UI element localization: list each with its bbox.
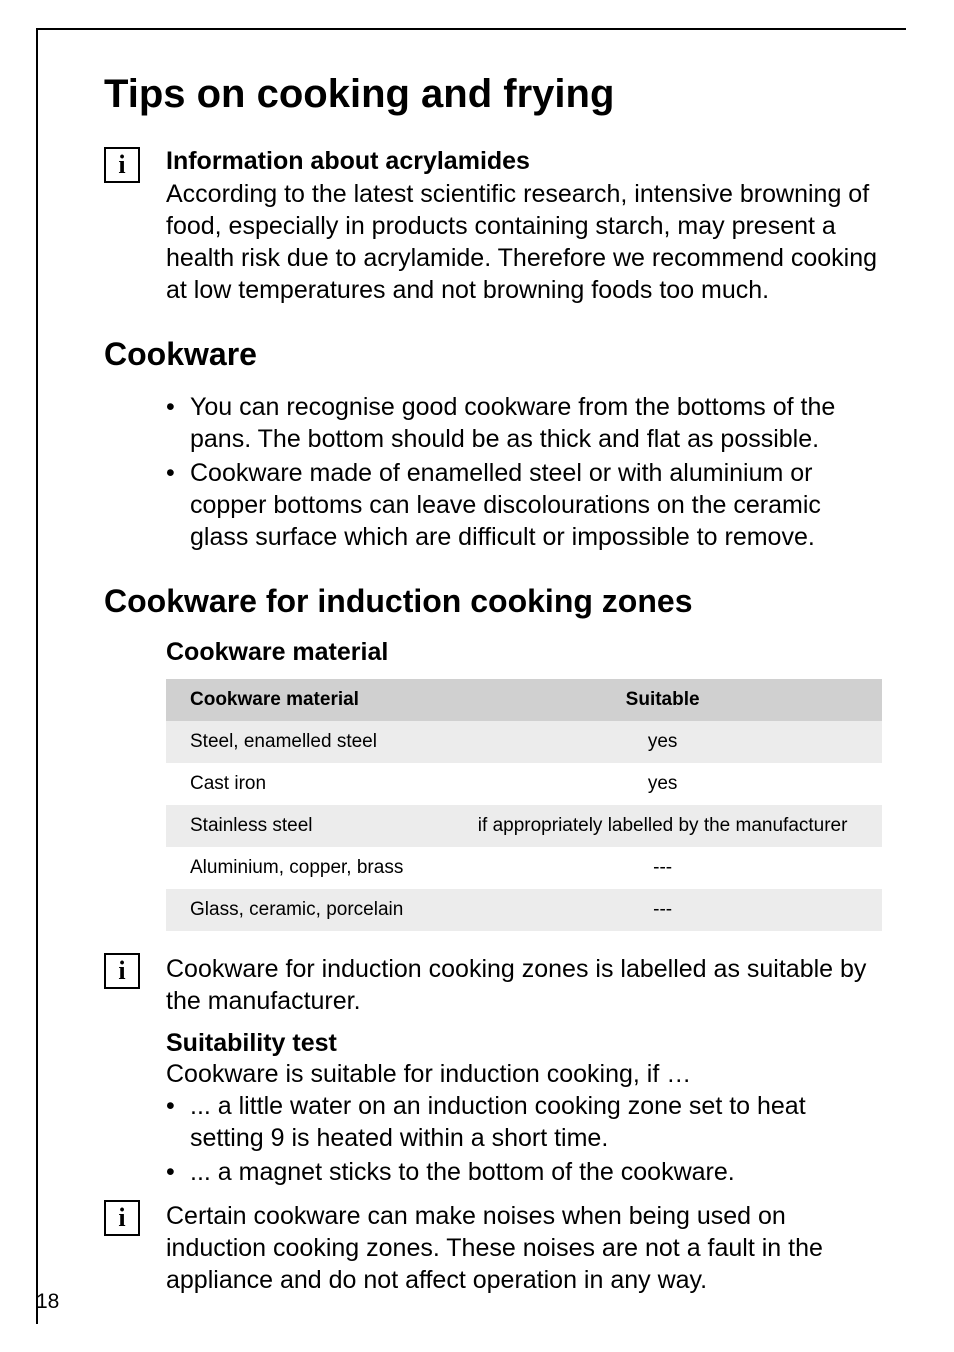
page: Tips on cooking and frying i Information… xyxy=(0,0,954,1352)
cookware-material-table: Cookware material Suitable Steel, enamel… xyxy=(166,679,882,931)
info-note-labelled: i Cookware for induction cooking zones i… xyxy=(104,953,882,1017)
td-suitable: yes xyxy=(443,763,882,805)
info-icon-wrap: i xyxy=(104,147,166,183)
info-note-noises: i Certain cookware can make noises when … xyxy=(104,1200,882,1296)
section-induction: Cookware for induction cooking zones xyxy=(104,583,882,620)
table-row: Aluminium, copper, brass --- xyxy=(166,847,882,889)
info-glyph: i xyxy=(118,1203,125,1233)
td-material: Glass, ceramic, porcelain xyxy=(166,889,443,931)
cookware-block: You can recognise good cookware from the… xyxy=(166,391,882,553)
info-body: Certain cookware can make noises when be… xyxy=(166,1200,882,1296)
table-row: Steel, enamelled steel yes xyxy=(166,721,882,763)
td-material: Aluminium, copper, brass xyxy=(166,847,443,889)
subheading-suitability: Suitability test xyxy=(166,1029,882,1058)
list-item: ... a little water on an induction cooki… xyxy=(166,1090,882,1154)
page-title: Tips on cooking and frying xyxy=(104,72,882,117)
th-suitable: Suitable xyxy=(443,679,882,721)
td-suitable: if appropriately labelled by the manufac… xyxy=(443,805,882,847)
subheading-material: Cookware material xyxy=(166,638,882,667)
info-text: Certain cookware can make noises when be… xyxy=(166,1200,882,1296)
info-glyph: i xyxy=(118,956,125,986)
info-body: Information about acrylamides According … xyxy=(166,147,882,306)
table-row: Glass, ceramic, porcelain --- xyxy=(166,889,882,931)
info-note-acrylamides: i Information about acrylamides Accordin… xyxy=(104,147,882,306)
table-row: Stainless steel if appropriately labelle… xyxy=(166,805,882,847)
frame-left xyxy=(36,28,38,1324)
td-material: Stainless steel xyxy=(166,805,443,847)
td-suitable: --- xyxy=(443,847,882,889)
suitability-block: Suitability test Cookware is suitable fo… xyxy=(166,1029,882,1188)
suitability-bullets: ... a little water on an induction cooki… xyxy=(166,1090,882,1188)
info-text: Cookware for induction cooking zones is … xyxy=(166,953,882,1017)
cookware-bullets: You can recognise good cookware from the… xyxy=(166,391,882,553)
td-suitable: --- xyxy=(443,889,882,931)
info-body: Cookware for induction cooking zones is … xyxy=(166,953,882,1017)
info-icon: i xyxy=(104,1200,140,1236)
content-area: Tips on cooking and frying i Information… xyxy=(104,72,882,1296)
td-material: Cast iron xyxy=(166,763,443,805)
info-heading: Information about acrylamides xyxy=(166,147,882,176)
info-icon-wrap: i xyxy=(104,1200,166,1236)
table-block: Cookware material Suitable Steel, enamel… xyxy=(166,679,882,931)
list-item: Cookware made of enamelled steel or with… xyxy=(166,457,882,553)
th-material: Cookware material xyxy=(166,679,443,721)
info-icon: i xyxy=(104,147,140,183)
td-material: Steel, enamelled steel xyxy=(166,721,443,763)
info-glyph: i xyxy=(118,150,125,180)
info-icon-wrap: i xyxy=(104,953,166,989)
frame-top xyxy=(36,28,906,30)
section-cookware: Cookware xyxy=(104,336,882,373)
td-suitable: yes xyxy=(443,721,882,763)
suitability-intro: Cookware is suitable for induction cooki… xyxy=(166,1058,882,1090)
list-item: You can recognise good cookware from the… xyxy=(166,391,882,455)
table-row: Cast iron yes xyxy=(166,763,882,805)
info-text: According to the latest scientific resea… xyxy=(166,178,882,306)
info-icon: i xyxy=(104,953,140,989)
table-header-row: Cookware material Suitable xyxy=(166,679,882,721)
list-item: ... a magnet sticks to the bottom of the… xyxy=(166,1156,882,1188)
page-number: 18 xyxy=(36,1290,59,1314)
